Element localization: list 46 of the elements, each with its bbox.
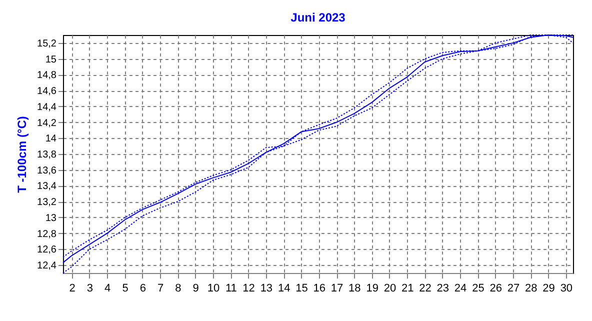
y-tick-label: 15 [45, 54, 57, 66]
x-tick-label: 13 [260, 282, 273, 294]
x-tick-label: 8 [175, 282, 182, 294]
x-tick-label: 7 [157, 282, 164, 294]
x-tick-label: 19 [366, 282, 378, 294]
y-tick-label: 13 [45, 212, 57, 224]
x-tick-label: 5 [122, 282, 128, 294]
y-axis-title: T -100cm (°C) [15, 116, 30, 193]
x-tick-label: 29 [542, 282, 555, 294]
x-tick-label: 3 [86, 282, 94, 294]
y-tick-label: 12,4 [37, 260, 57, 272]
x-tick-label: 2 [69, 282, 76, 294]
y-tick-label: 13,2 [37, 197, 57, 208]
x-tick-label: 4 [104, 282, 111, 294]
x-tick-label: 30 [560, 282, 573, 294]
x-tick-label: 18 [348, 282, 361, 294]
x-tick-label: 20 [384, 282, 396, 294]
y-tick-label: 14,6 [37, 86, 57, 98]
x-tick-label: 21 [401, 282, 414, 294]
x-tick-label: 22 [419, 282, 432, 294]
y-tick-label: 15,2 [37, 38, 57, 50]
y-tick-label: 14 [45, 134, 57, 145]
x-tick-label: 16 [313, 282, 326, 294]
y-tick-label: 14,8 [37, 70, 57, 82]
y-tick-label: 14,2 [37, 118, 57, 129]
x-tick-label: 25 [472, 282, 484, 294]
x-tick-label: 12 [242, 282, 255, 294]
chart-title: Juni 2023 [290, 10, 346, 24]
y-tick-label: 14,4 [37, 102, 57, 113]
x-tick-label: 27 [507, 282, 520, 294]
x-tick-label: 9 [192, 282, 199, 294]
y-tick-label: 12,6 [37, 244, 57, 256]
x-tick-label: 11 [225, 282, 237, 294]
y-tick-label: 13,8 [37, 150, 57, 160]
x-tick-label: 28 [525, 282, 538, 294]
x-tick-label: 15 [296, 282, 308, 294]
x-tick-label: 26 [490, 282, 502, 294]
x-tick-label: 6 [140, 282, 146, 294]
y-tick-label: 13,6 [37, 165, 57, 176]
x-tick-label: 14 [278, 282, 290, 294]
x-tick-label: 10 [207, 282, 220, 294]
x-tick-label: 23 [436, 282, 450, 294]
x-tick-label: 24 [454, 282, 467, 294]
y-tick-label: 12,8 [37, 228, 57, 240]
y-tick-label: 13,4 [37, 181, 57, 192]
x-tick-label: 17 [330, 282, 344, 294]
